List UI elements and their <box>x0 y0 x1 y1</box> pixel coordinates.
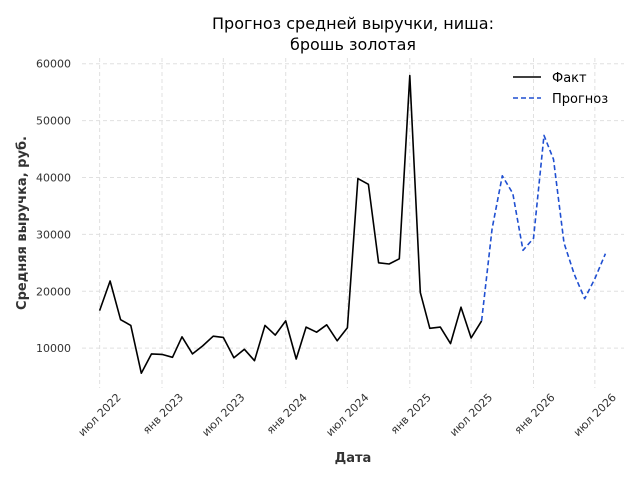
y-tick-label: 20000 <box>36 285 71 298</box>
chart-title-line-1: Прогноз средней выручки, ниша: <box>212 14 494 33</box>
y-axis-label: Средняя выручка, руб. <box>15 136 30 310</box>
y-tick-label: 40000 <box>36 171 71 184</box>
legend-label-forecast: Прогноз <box>552 92 608 107</box>
y-tick-label: 60000 <box>36 58 71 71</box>
series-line-forecast <box>480 134 607 321</box>
x-tick-label: июл 2026 <box>571 391 619 439</box>
grid <box>82 58 624 388</box>
x-tick-label: янв 2024 <box>264 391 310 437</box>
x-tick-label: июл 2025 <box>447 391 495 439</box>
x-tick-label: янв 2023 <box>140 391 186 437</box>
series-lines <box>98 74 607 375</box>
legend: Факт Прогноз <box>513 71 608 107</box>
x-tick-label: июл 2022 <box>76 391 124 439</box>
y-axis-ticks: 10000 20000 30000 40000 50000 60000 <box>36 58 71 355</box>
y-tick-label: 30000 <box>36 228 71 241</box>
x-tick-label: июл 2024 <box>323 391 371 439</box>
series-line-fact <box>98 74 483 375</box>
x-axis-label: Дата <box>335 451 372 466</box>
x-axis-ticks: июл 2022 янв 2023 июл 2023 янв 2024 июл 2024… <box>76 391 619 439</box>
x-tick-label: янв 2026 <box>512 391 558 437</box>
legend-label-fact: Факт <box>552 71 587 86</box>
chart-title-line-2: брошь золотая <box>290 35 416 54</box>
x-tick-label: июл 2023 <box>199 391 247 439</box>
y-tick-label: 10000 <box>36 342 71 355</box>
y-tick-label: 50000 <box>36 115 71 128</box>
x-tick-label: янв 2025 <box>388 391 434 437</box>
